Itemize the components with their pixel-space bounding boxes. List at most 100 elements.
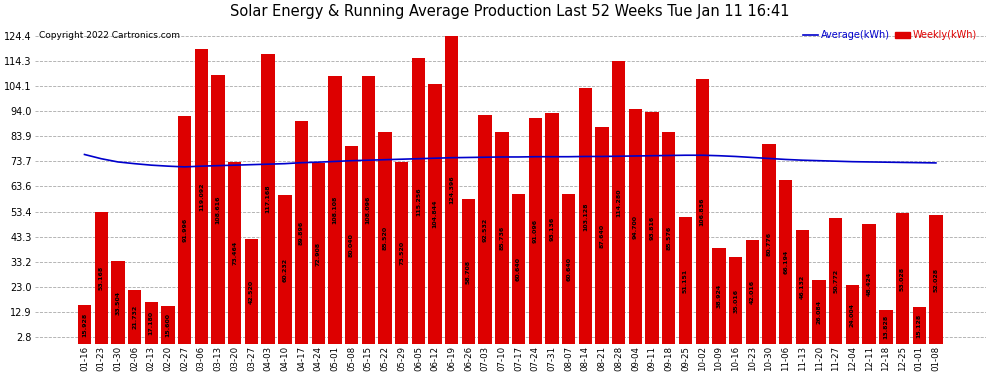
- Text: 50.772: 50.772: [834, 269, 839, 293]
- Text: 52.028: 52.028: [934, 268, 939, 292]
- Text: 24.004: 24.004: [850, 303, 855, 327]
- Text: 53.028: 53.028: [900, 267, 905, 291]
- Bar: [595, 127, 609, 344]
- Title: Solar Energy & Running Average Production Last 52 Weeks Tue Jan 11 16:41: Solar Energy & Running Average Productio…: [231, 4, 790, 19]
- Bar: [145, 302, 158, 344]
- Bar: [345, 146, 358, 344]
- Bar: [896, 213, 909, 344]
- Text: 26.084: 26.084: [817, 300, 822, 324]
- Bar: [845, 285, 859, 344]
- Bar: [829, 218, 842, 344]
- Bar: [813, 280, 826, 344]
- Text: 94.700: 94.700: [633, 215, 638, 239]
- Legend: Average(kWh), Weekly(kWh): Average(kWh), Weekly(kWh): [799, 27, 981, 44]
- Text: 15.600: 15.600: [165, 313, 170, 337]
- Bar: [696, 79, 709, 344]
- Text: 73.464: 73.464: [233, 241, 238, 265]
- Bar: [779, 180, 792, 344]
- Bar: [796, 230, 809, 344]
- Text: 104.844: 104.844: [433, 200, 438, 228]
- Bar: [679, 217, 692, 344]
- Bar: [913, 307, 926, 344]
- Bar: [378, 132, 392, 344]
- Text: 21.732: 21.732: [132, 305, 137, 330]
- Bar: [178, 116, 191, 344]
- Bar: [495, 132, 509, 344]
- Bar: [228, 162, 242, 344]
- Bar: [645, 111, 658, 344]
- Bar: [545, 113, 558, 344]
- Text: Copyright 2022 Cartronics.com: Copyright 2022 Cartronics.com: [40, 32, 180, 40]
- Text: 108.108: 108.108: [333, 196, 338, 224]
- Text: 53.168: 53.168: [99, 266, 104, 291]
- Text: 85.576: 85.576: [666, 226, 671, 250]
- Bar: [529, 118, 542, 344]
- Text: 80.040: 80.040: [349, 233, 354, 257]
- Bar: [662, 132, 675, 344]
- Text: 103.128: 103.128: [583, 202, 588, 231]
- Text: 92.532: 92.532: [483, 217, 488, 242]
- Bar: [111, 261, 125, 344]
- Text: 108.616: 108.616: [216, 195, 221, 224]
- Bar: [128, 290, 142, 344]
- Text: 51.151: 51.151: [683, 269, 688, 293]
- Bar: [478, 115, 492, 344]
- Text: 35.016: 35.016: [733, 289, 739, 313]
- Bar: [930, 215, 942, 344]
- Bar: [212, 75, 225, 344]
- Bar: [329, 76, 342, 344]
- Bar: [862, 224, 876, 344]
- Bar: [745, 240, 759, 344]
- Bar: [446, 36, 458, 344]
- Bar: [612, 61, 626, 344]
- Bar: [395, 162, 408, 344]
- Text: 73.520: 73.520: [399, 241, 404, 265]
- Bar: [578, 88, 592, 344]
- Bar: [278, 195, 291, 344]
- Text: 119.092: 119.092: [199, 182, 204, 211]
- Text: 38.924: 38.924: [717, 284, 722, 308]
- Bar: [729, 257, 742, 344]
- Text: 93.816: 93.816: [649, 216, 654, 240]
- Bar: [94, 212, 108, 344]
- Text: 114.280: 114.280: [616, 188, 621, 217]
- Text: 66.194: 66.194: [783, 250, 788, 274]
- Bar: [78, 305, 91, 344]
- Text: 80.776: 80.776: [766, 232, 771, 256]
- Text: 15.928: 15.928: [82, 312, 87, 337]
- Bar: [429, 84, 442, 344]
- Bar: [879, 310, 893, 344]
- Bar: [712, 248, 726, 344]
- Bar: [161, 306, 174, 344]
- Bar: [762, 144, 775, 344]
- Text: 124.396: 124.396: [449, 176, 454, 204]
- Bar: [562, 194, 575, 344]
- Bar: [245, 239, 258, 344]
- Text: 93.136: 93.136: [549, 217, 554, 241]
- Bar: [261, 54, 275, 344]
- Text: 115.256: 115.256: [416, 187, 421, 216]
- Text: 58.708: 58.708: [466, 260, 471, 284]
- Text: 15.128: 15.128: [917, 314, 922, 338]
- Text: 117.168: 117.168: [265, 184, 270, 213]
- Text: 33.504: 33.504: [116, 291, 121, 315]
- Text: 108.096: 108.096: [365, 196, 371, 224]
- Text: 85.520: 85.520: [382, 226, 387, 250]
- Text: 72.908: 72.908: [316, 242, 321, 266]
- Bar: [295, 121, 308, 344]
- Bar: [412, 58, 425, 344]
- Text: 85.736: 85.736: [499, 226, 504, 250]
- Text: 42.016: 42.016: [749, 280, 754, 304]
- Text: 87.640: 87.640: [600, 224, 605, 248]
- Bar: [629, 110, 643, 344]
- Bar: [461, 199, 475, 344]
- Text: 60.232: 60.232: [282, 258, 287, 282]
- Text: 60.640: 60.640: [566, 257, 571, 281]
- Bar: [195, 49, 208, 344]
- Bar: [512, 194, 526, 344]
- Text: 46.132: 46.132: [800, 275, 805, 299]
- Text: 91.996: 91.996: [182, 218, 187, 242]
- Text: 91.096: 91.096: [533, 219, 538, 243]
- Bar: [312, 164, 325, 344]
- Text: 17.180: 17.180: [148, 311, 153, 335]
